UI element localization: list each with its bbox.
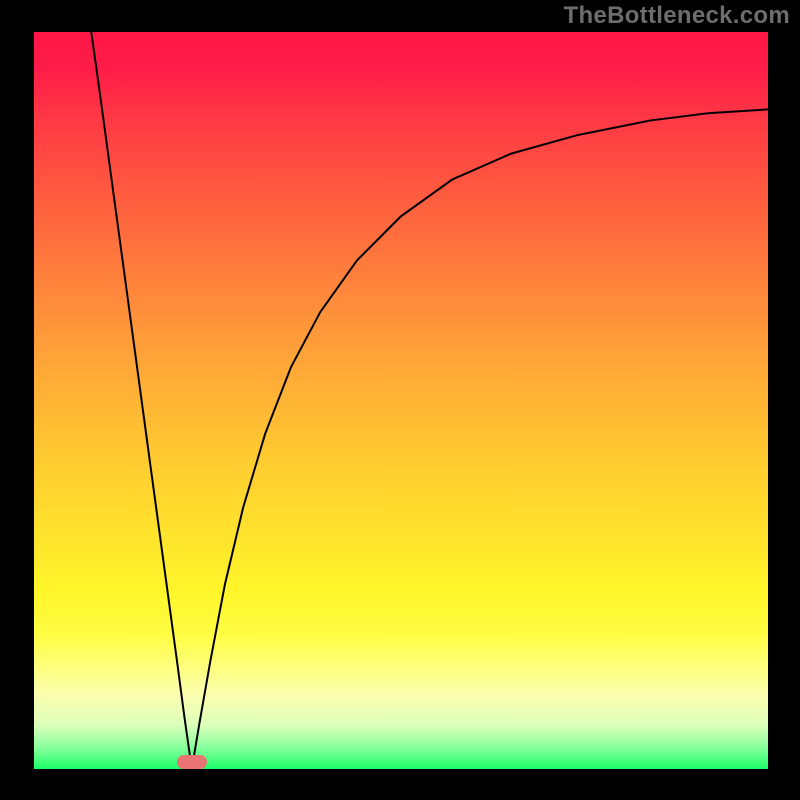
- plot-area: [34, 32, 768, 769]
- chart-stage: TheBottleneck.com: [0, 0, 800, 800]
- watermark-text: TheBottleneck.com: [564, 2, 790, 30]
- valley-marker: [177, 755, 207, 769]
- bottleneck-curve: [34, 32, 768, 769]
